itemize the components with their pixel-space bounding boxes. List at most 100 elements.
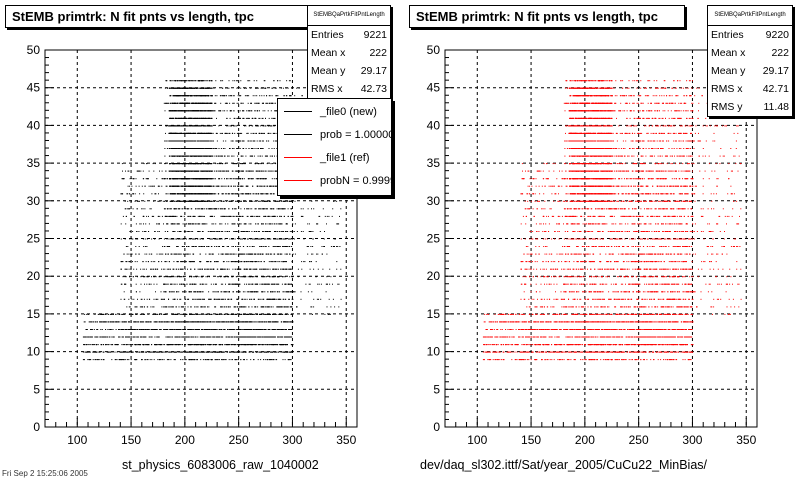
left-data-point	[197, 95, 199, 97]
left-data-point	[179, 193, 181, 195]
left-data-point	[227, 87, 229, 89]
left-data-point	[256, 170, 258, 172]
left-data-point	[229, 283, 231, 285]
left-data-point	[215, 306, 217, 308]
left-data-point	[258, 178, 260, 180]
left-data-point	[222, 298, 224, 300]
left-data-point	[287, 268, 289, 270]
left-data-point	[176, 148, 178, 149]
left-data-point	[211, 200, 213, 202]
left-data-point	[267, 102, 269, 104]
left-data-point	[228, 80, 230, 82]
left-data-point	[285, 87, 287, 89]
left-data-point	[198, 193, 200, 195]
left-data-point	[187, 148, 189, 149]
left-data-point	[207, 102, 209, 104]
left-data-point	[259, 132, 261, 134]
left-data-point	[211, 140, 213, 142]
left-data-point	[169, 185, 170, 187]
left-data-point	[258, 193, 260, 195]
left-data-point	[212, 336, 214, 338]
left-data-point	[169, 163, 171, 165]
left-data-point	[173, 283, 175, 285]
left-data-point	[198, 95, 200, 97]
left-data-point	[253, 231, 255, 232]
left-data-point	[217, 200, 219, 202]
left-data-point	[208, 148, 210, 149]
left-data-point	[174, 102, 175, 104]
left-data-point	[196, 306, 198, 308]
left-data-point	[179, 87, 180, 89]
left-data-point	[243, 261, 245, 263]
left-data-point	[268, 253, 269, 255]
left-data-point	[282, 276, 284, 278]
left-data-point	[167, 276, 169, 278]
left-data-point	[207, 344, 209, 346]
left-data-point	[269, 95, 271, 97]
left-data-point	[206, 261, 208, 263]
left-data-point	[207, 155, 209, 157]
left-data-point	[240, 155, 242, 157]
left-data-point	[276, 268, 278, 270]
left-data-point	[272, 246, 274, 247]
left-data-point	[251, 110, 253, 112]
left-data-point	[249, 253, 250, 255]
left-data-point	[191, 178, 193, 180]
left-data-point	[199, 102, 201, 104]
left-y-tick-label: 50	[27, 43, 41, 57]
left-data-point	[191, 132, 193, 134]
left-data-point	[222, 336, 224, 338]
left-data-point	[178, 132, 180, 134]
left-data-point	[222, 80, 224, 82]
left-data-point	[202, 170, 204, 172]
left-data-point	[249, 208, 251, 210]
left-data-point	[206, 117, 208, 119]
left-x-tick-label: 200	[175, 433, 195, 447]
left-data-point	[199, 261, 201, 263]
left-data-point	[188, 178, 190, 180]
left-data-point	[205, 80, 207, 82]
left-data-point	[272, 268, 274, 270]
left-data-point	[210, 344, 212, 346]
left-data-point	[254, 336, 256, 338]
left-data-point	[170, 208, 171, 210]
left-data-point	[177, 261, 179, 263]
left-data-point	[235, 185, 237, 187]
left-data-point	[164, 155, 166, 157]
left-data-point	[189, 110, 191, 112]
left-data-point	[280, 200, 282, 202]
left-data-point	[170, 208, 172, 210]
left-data-point	[251, 148, 253, 149]
left-data-point	[199, 95, 201, 97]
left-data-point	[194, 80, 196, 82]
left-data-point	[240, 344, 242, 346]
left-data-point	[142, 351, 143, 353]
left-data-point	[232, 163, 234, 165]
left-data-point	[251, 313, 253, 315]
left-data-point	[239, 132, 241, 134]
left-data-point	[213, 110, 215, 112]
left-data-point	[224, 132, 226, 134]
left-data-point	[263, 178, 265, 180]
left-data-point	[225, 87, 227, 89]
left-data-point	[169, 80, 171, 82]
left-data-point	[273, 200, 275, 202]
left-data-point	[209, 193, 211, 195]
left-data-point	[216, 261, 218, 263]
left-data-point	[224, 102, 226, 104]
left-data-point	[263, 80, 265, 82]
left-data-point	[191, 140, 193, 142]
left-data-point	[184, 163, 186, 165]
left-data-point	[172, 140, 174, 142]
left-data-point	[184, 155, 186, 157]
left-data-point	[177, 185, 179, 187]
left-data-point	[249, 200, 251, 202]
left-data-point	[259, 321, 261, 323]
left-data-point	[192, 329, 194, 330]
left-data-point	[230, 193, 232, 195]
left-data-point	[233, 117, 235, 119]
left-data-point	[189, 178, 191, 180]
left-data-point	[200, 87, 202, 89]
left-data-point	[289, 95, 291, 97]
left-data-point	[164, 148, 166, 149]
